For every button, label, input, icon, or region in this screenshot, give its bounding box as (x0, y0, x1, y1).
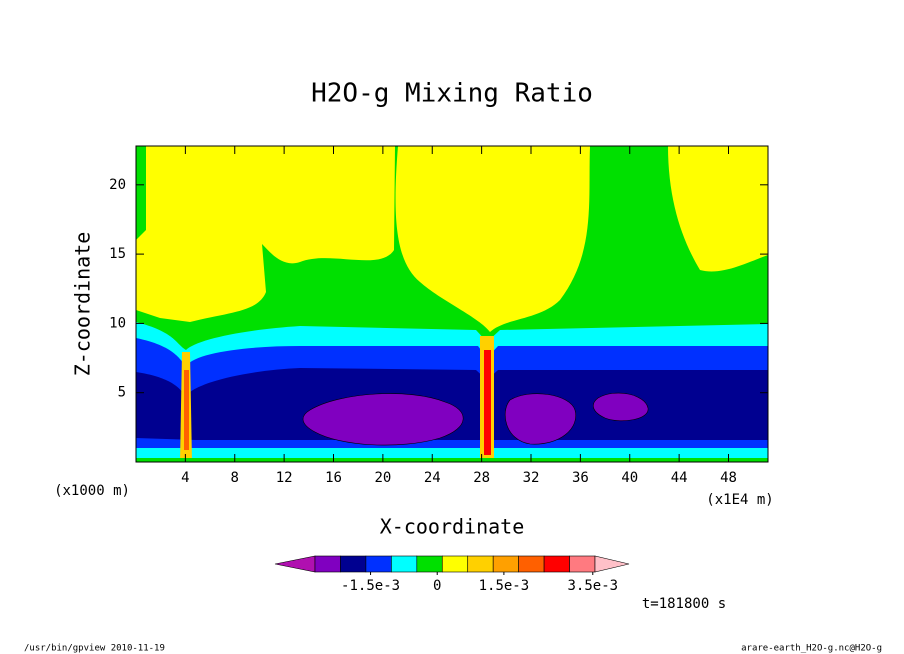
y-tick-label: 5 (118, 385, 126, 401)
colorbar-segment (365, 555, 392, 573)
x-tick-label: 44 (671, 470, 688, 486)
x-tick-label: 4 (181, 470, 189, 486)
colorbar-segment (391, 555, 418, 573)
field-column (184, 370, 189, 450)
field-green (136, 458, 768, 462)
colorbar-segment (518, 555, 545, 573)
colorbar-end (274, 555, 316, 573)
field-purple (504, 393, 577, 445)
x-tick-label: 8 (231, 470, 239, 486)
x-tick-label: 16 (325, 470, 342, 486)
colorbar-segment (492, 555, 519, 573)
field-navy (136, 368, 768, 440)
colorbar-end (594, 555, 630, 573)
x-tick-label: 28 (473, 470, 490, 486)
time-label: t=181800 s (642, 596, 726, 612)
field-yellow (668, 146, 768, 272)
field-purple (592, 392, 649, 421)
colorbar-segment (467, 555, 494, 573)
x-tick-label: 36 (572, 470, 589, 486)
x-axis-label: X-coordinate (380, 515, 525, 539)
colorbar-segment (416, 555, 443, 573)
field-yellow (395, 146, 590, 332)
contour-field (136, 146, 768, 462)
y-tick-label: 20 (109, 177, 126, 193)
colorbar-segment (543, 555, 570, 573)
colorbar-tick-label: 0 (433, 578, 441, 594)
y-tick-label: 10 (109, 315, 126, 331)
colorbar-segment (340, 555, 367, 573)
footer-left: /usr/bin/gpview 2010-11-19 (24, 644, 165, 654)
footer-right: arare-earth_H2O-g.nc@H2O-g (741, 644, 882, 654)
y-unit: (x1000 m) (54, 483, 130, 499)
x-unit: (x1E4 m) (706, 492, 773, 508)
y-axis-label: Z-coordinate (71, 232, 95, 377)
x-tick-label: 24 (424, 470, 441, 486)
chart-title: H2O-g Mixing Ratio (311, 79, 593, 109)
x-tick-label: 40 (621, 470, 638, 486)
colorbar-segment (441, 555, 469, 573)
field-column (484, 350, 491, 455)
colorbar-tick-label: -1.5e-3 (341, 578, 400, 594)
colorbar-tick-label: 1.5e-3 (479, 578, 530, 594)
plot-frame (135, 145, 769, 463)
x-tick-label: 32 (523, 470, 540, 486)
field-yellow (136, 230, 160, 318)
field-yellow (146, 146, 395, 322)
field-purple (302, 393, 464, 446)
x-tick-label: 20 (374, 470, 391, 486)
x-tick-label: 48 (720, 470, 737, 486)
colorbar-tick-label: 3.5e-3 (567, 578, 618, 594)
colorbar-segment (314, 555, 341, 573)
y-tick-label: 15 (109, 246, 126, 262)
colorbar-segment (569, 555, 596, 573)
x-tick-label: 12 (276, 470, 293, 486)
